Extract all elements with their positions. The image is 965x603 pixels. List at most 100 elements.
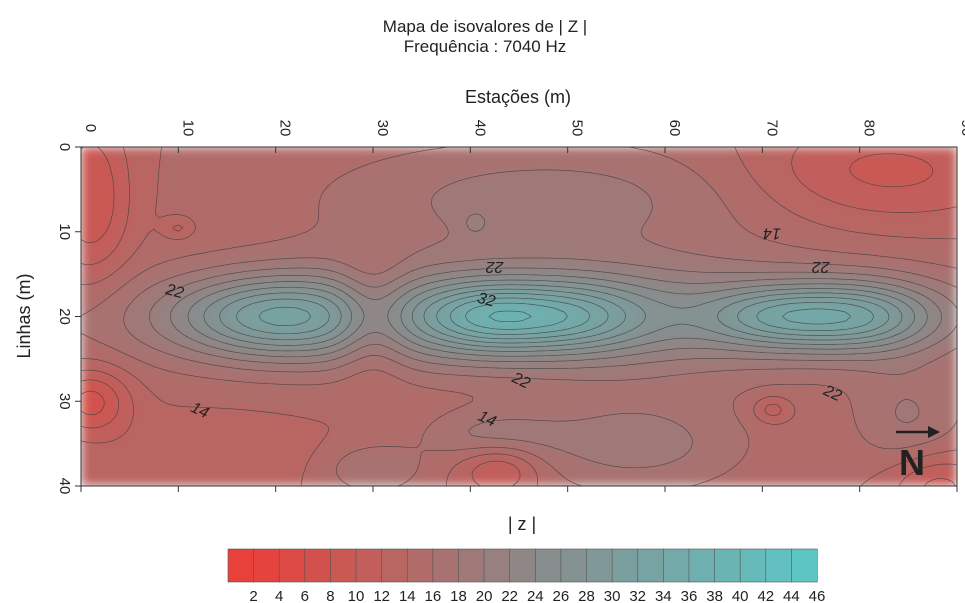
north-arrow-head [928,426,940,438]
legend-swatch [355,548,383,583]
north-label: N [899,442,925,483]
contour-line-18 [123,169,957,469]
x-tick-label: 80 [861,120,878,137]
legend-swatch [560,548,588,583]
legend-swatch [739,548,767,583]
legend-tick-label: 12 [373,588,390,603]
contour-lines [81,147,957,486]
contour-line-14 [81,147,957,486]
x-axis: 0 10 20 30 40 50 60 70 80 90 [80,120,965,492]
contour-line-34 [449,297,852,335]
contour-label: 22 [508,369,532,392]
legend-swatch [406,548,434,583]
legend-tick-label: 22 [501,588,518,603]
legend-tick-label: 38 [706,588,723,603]
legend-tick-label: 40 [732,588,749,603]
legend-swatch [509,548,536,583]
legend-tick-label: 44 [783,588,800,603]
contour-label: 32 [475,290,497,311]
legend-swatch [381,548,408,583]
north-arrow: N [896,426,940,483]
legend-tick-label: 16 [425,588,442,603]
y-tick-label: 40 [56,478,73,495]
legend-swatch [304,548,332,583]
heatmap-image [81,147,957,486]
legend-tick-label: 4 [275,588,283,603]
legend-swatch [278,548,306,583]
contour-label: 22 [820,382,844,405]
legend-tick-label: 2 [249,588,257,603]
x-tick-label: 70 [763,120,780,137]
contour-label: 14 [763,224,781,241]
x-tick-label: 30 [374,120,391,137]
contour-label: 22 [812,258,831,275]
chart-title: Mapa de isovalores de | Z | [383,17,587,36]
x-tick-label: 10 [179,120,196,137]
y-tick-label: 30 [56,393,73,410]
contour-line-12 [81,147,957,486]
legend-swatch [586,548,613,583]
x-tick-label: 60 [666,120,683,137]
y-tick-label: 0 [56,143,73,151]
legend-swatch [791,548,818,583]
contour-line-36 [464,302,568,330]
legend-swatch [432,548,460,583]
legend-title: | z | [508,514,536,534]
contour-line-10 [81,147,956,486]
legend-swatch [663,548,690,583]
legend-swatch [330,548,357,583]
contour-line-30 [236,288,890,344]
x-tick-label: 0 [82,124,99,132]
legend-tick-label: 6 [301,588,309,603]
contour-label: 22 [486,258,505,275]
contour-line-8 [81,390,105,416]
chart-subtitle: Frequência : 7040 Hz [404,37,567,56]
contour-line-24 [187,274,928,357]
contour-line-20 [149,213,957,369]
contour-label: 14 [475,408,498,431]
legend-tick-label: 34 [655,588,672,603]
contour-labels: 14 22 22 22 32 22 22 14 14 [163,224,844,430]
x-tick-label: 20 [277,120,294,137]
legend-tick-label: 10 [348,588,365,603]
contour-line-16 [81,147,957,486]
legend-swatch [611,548,639,583]
contour-line-22 [169,267,942,363]
legend-tick-label: 32 [629,588,646,603]
legend-swatch [714,548,741,583]
legend-swatch [637,548,664,583]
legend-tick-label: 42 [757,588,774,603]
y-tick-label: 10 [56,223,73,240]
legend-tick-label: 36 [681,588,698,603]
legend-tick-label: 30 [604,588,621,603]
heatmap-field [81,147,957,486]
legend-tick-label: 24 [527,588,544,603]
legend-swatch [534,548,562,583]
legend-swatch [688,548,716,583]
contour-line-32 [258,293,875,340]
legend-tick-label: 28 [578,588,595,603]
y-axis-label: Linhas (m) [14,273,34,358]
legend-swatch [227,548,255,583]
x-tick-label: 50 [569,120,586,137]
legend-tick-label: 14 [399,588,416,603]
x-tick-label: 90 [958,120,965,137]
legend-swatch [458,548,485,583]
legend-tick-label: 8 [326,588,334,603]
legend-swatch [253,548,280,583]
color-legend: 2 4 6 8 10 12 14 16 18 20 22 24 26 28 30 32 34 36 38 40 42 44… [227,548,826,603]
legend-tick-label: 26 [553,588,570,603]
y-axis: 0 10 20 30 40 [56,143,81,495]
contour-line-26 [203,279,916,352]
x-tick-label: 40 [471,120,488,137]
contour-label: 22 [163,281,186,302]
contour-label: 14 [188,399,211,422]
legend-tick-label: 46 [809,588,826,603]
y-tick-label: 20 [56,308,73,325]
legend-tick-label: 20 [476,588,493,603]
contour-line-28 [219,284,903,348]
x-axis-label: Estações (m) [465,87,571,107]
legend-swatch [483,548,511,583]
contour-line-38 [488,310,532,323]
